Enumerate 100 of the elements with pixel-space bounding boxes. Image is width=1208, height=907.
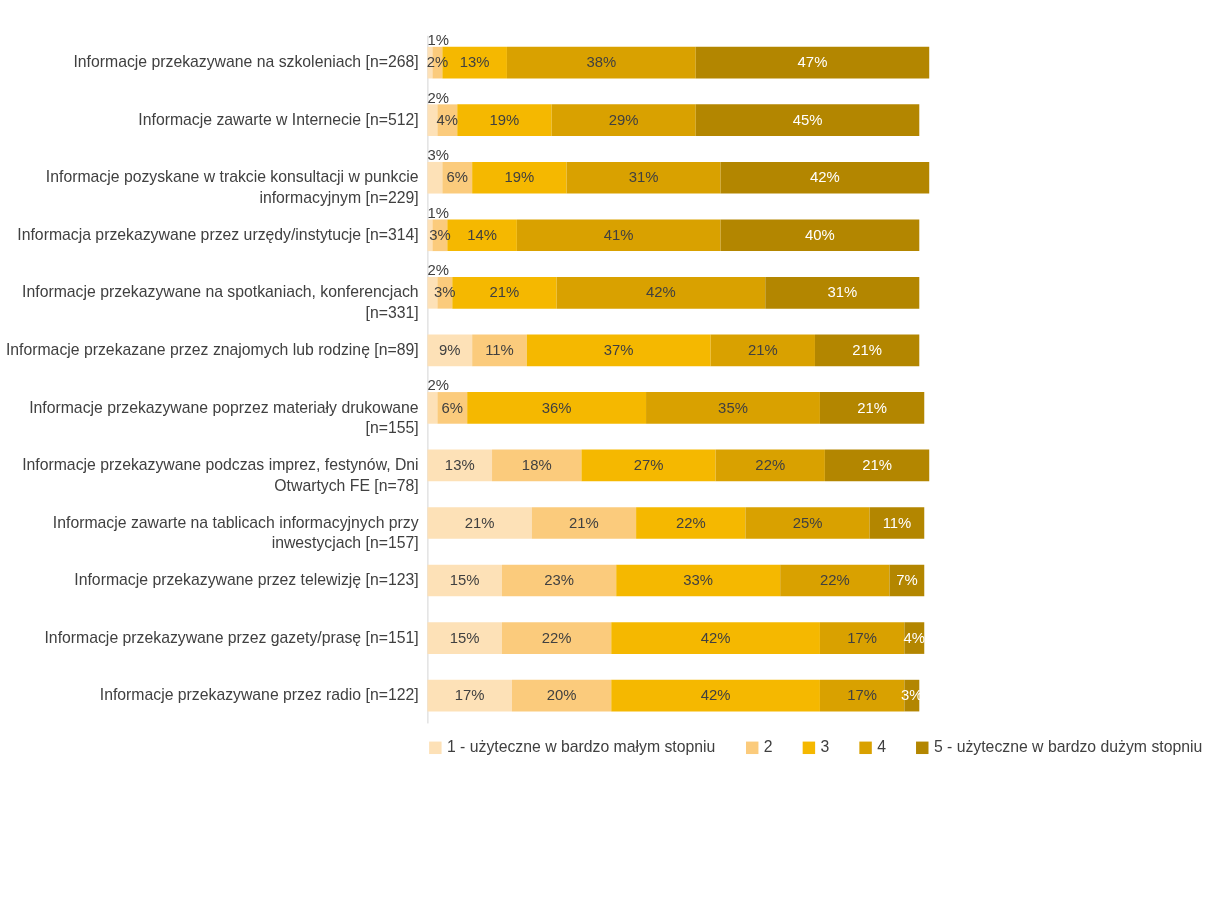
y-tick-label: Informacje przekazywane przez radio [n=122]	[99, 686, 419, 704]
data-label: 1%	[427, 31, 449, 48]
data-label: 29%	[608, 111, 639, 128]
bar	[427, 564, 502, 597]
data-label: 9%	[439, 342, 461, 359]
bar	[869, 507, 925, 539]
bar	[765, 276, 920, 309]
bar	[467, 392, 647, 424]
data-label: 22%	[541, 629, 572, 646]
data-label: 27%	[633, 457, 664, 474]
bar	[551, 104, 696, 137]
data-label: 22%	[755, 457, 786, 474]
data-label: 38%	[586, 54, 617, 71]
data-label: 18%	[521, 457, 552, 474]
data-label: 13%	[459, 54, 490, 71]
data-label: 36%	[541, 399, 572, 416]
data-label: 21%	[747, 342, 778, 359]
y-tick-label: Informacje przekazywane podczas imprez, festynów, Dni Otwartych FE [n=78]	[22, 456, 419, 494]
y-tick-label: Informacje pozyskane w trakcie konsultacji w punkcie informacyjnym [n=229]	[45, 168, 419, 206]
data-label: 45%	[792, 111, 823, 128]
bar	[616, 564, 781, 597]
data-label: 41%	[603, 226, 634, 243]
data-label: 40%	[805, 226, 835, 243]
legend-label: 3	[820, 738, 830, 756]
data-label: 19%	[504, 169, 535, 186]
legend-label: 2	[763, 738, 773, 756]
bar	[695, 46, 930, 79]
data-label: 33%	[683, 572, 714, 589]
data-label: 25%	[792, 514, 823, 531]
bar	[516, 219, 721, 252]
bar	[745, 507, 870, 539]
data-label: 13%	[444, 457, 475, 474]
bar	[427, 679, 512, 712]
y-tick-label: Informacje przekazane przez znajomych lub rodzinę [n=89]	[5, 341, 419, 359]
bar	[611, 679, 820, 712]
data-label: 7%	[896, 572, 918, 589]
data-label: 42%	[646, 284, 676, 301]
bar	[710, 334, 815, 367]
bar	[506, 46, 696, 79]
y-tick-label: Informacja przekazywane przez urzędy/instytucje [n=314]	[17, 225, 419, 243]
bar	[715, 449, 825, 482]
data-label: 22%	[819, 572, 850, 589]
y-tick-label: Informacje zawarte w Internecie [n=512]	[138, 110, 419, 128]
bar	[427, 449, 493, 482]
legend-label: 5 - użyteczne w bardzo dużym stopniu	[933, 738, 1203, 756]
bar	[720, 219, 920, 252]
bar	[427, 161, 443, 194]
data-label: 20%	[546, 687, 577, 704]
data-label: 31%	[628, 169, 659, 186]
bar	[824, 449, 930, 482]
data-label: 17%	[454, 687, 485, 704]
bar	[427, 392, 438, 424]
bar	[427, 622, 502, 654]
data-label: 1%	[427, 204, 449, 221]
bar	[819, 622, 905, 654]
y-tick-label: Informacje zawarte na tablicach informacyjnych przy inwestycjach [n=157]	[52, 513, 419, 552]
data-label: 35%	[718, 399, 748, 416]
bar	[819, 392, 925, 424]
bar	[531, 507, 637, 539]
y-tick-label: Informacje przekazywane na szkoleniach [n=268]	[73, 53, 419, 71]
bar	[427, 507, 532, 539]
y-tick-label: Informacje przekazywane przez telewizję [n=123]	[74, 571, 419, 589]
data-label: 11%	[485, 342, 514, 359]
data-label: 21%	[489, 284, 520, 301]
data-label: 23%	[544, 572, 574, 589]
bar	[780, 564, 890, 597]
data-label: 42%	[700, 629, 731, 646]
bar	[556, 276, 766, 309]
bar	[457, 104, 552, 137]
bar	[814, 334, 920, 367]
data-label: 21%	[569, 514, 599, 531]
bar	[492, 449, 582, 482]
data-label: 6%	[446, 169, 468, 186]
data-label: 17%	[847, 629, 878, 646]
bar	[511, 679, 612, 712]
y-tick-label: Informacje przekazywane przez gazety/prasę [n=151]	[44, 628, 419, 646]
bar	[695, 104, 920, 137]
data-label: 11%	[882, 514, 912, 531]
bar	[720, 161, 930, 194]
bar	[427, 104, 438, 137]
bar	[472, 161, 567, 194]
data-label: 14%	[467, 226, 497, 243]
data-label: 2%	[427, 377, 449, 394]
bar	[526, 334, 711, 367]
data-label: 17%	[847, 687, 878, 704]
bar	[566, 161, 721, 194]
legend-label: 1 - użyteczne w bardzo małym stopniu	[446, 738, 716, 756]
data-label: 21%	[862, 457, 892, 474]
data-label: 3%	[427, 147, 449, 164]
bar	[581, 449, 716, 482]
bar	[501, 622, 612, 654]
data-label: 47%	[797, 54, 828, 71]
data-label: 21%	[852, 342, 882, 359]
data-label: 42%	[810, 169, 840, 186]
y-tick-label: Informacje przekazywane poprzez materiały drukowane [n=155]	[29, 398, 419, 436]
data-label: 21%	[857, 399, 887, 416]
data-label: 21%	[464, 514, 495, 531]
data-label: 22%	[675, 514, 706, 531]
bar	[636, 507, 746, 539]
data-label: 19%	[489, 111, 520, 128]
